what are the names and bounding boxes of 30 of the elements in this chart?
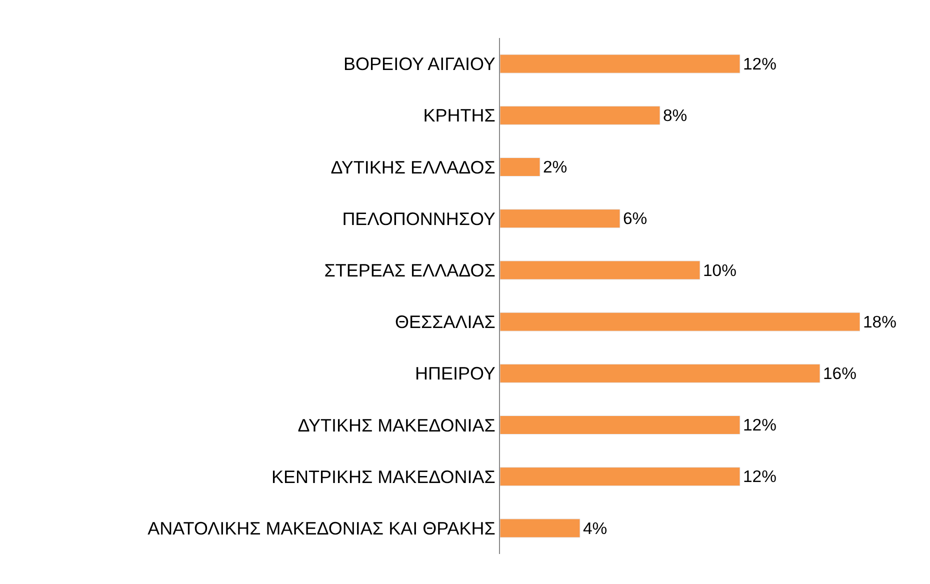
data-label: 8% [663,106,688,125]
y-tick-label: ΘΕΣΣΑΛΙΑΣ [394,312,496,332]
y-tick-label: ΚΕΝΤΡΙΚΗΣ ΜΑΚΕΔΟΝΙΑΣ [271,466,496,487]
bar [500,209,620,228]
data-label: 18% [863,312,897,332]
bar [500,260,700,280]
bar [500,54,740,74]
bar [500,467,740,486]
y-tick-label: ΚΡΗΤΗΣ [423,106,496,126]
data-label: 12% [743,54,777,74]
y-tick-label: ΗΠΕΙΡΟΥ [414,364,496,384]
bar [500,312,860,332]
y-tick-label: ΔΥΤΙΚΗΣ ΜΑΚΕΔΟΝΙΑΣ [298,415,496,436]
bar [500,157,540,177]
data-label: 10% [703,260,737,280]
bar [500,415,740,435]
y-tick-label: ΒΟΡΕΙΟΥ ΑΙΓΑΙΟΥ [344,54,496,74]
data-label: 6% [623,209,648,228]
y-tick-label: ΣΤΕΡΕΑΣ ΕΛΛΑΔΟΣ [324,260,496,280]
y-tick-label: ΑΝΑΤΟΛΙΚΗΣ ΜΑΚΕΔΟΝΙΑΣ ΚΑΙ ΘΡΑΚΗΣ [148,518,496,538]
data-label: 12% [743,416,777,435]
bar [500,364,820,383]
y-tick-label: ΔΥΤΙΚΗΣ ΕΛΛΑΔΟΣ [330,157,496,178]
y-tick-label: ΠΕΛΟΠΟΝΝΗΣΟΥ [342,208,496,229]
data-label: 16% [823,364,857,383]
data-label: 4% [583,518,608,538]
bar [500,106,660,125]
data-label: 2% [543,158,568,177]
data-label: 12% [743,467,777,486]
bar [500,518,580,538]
